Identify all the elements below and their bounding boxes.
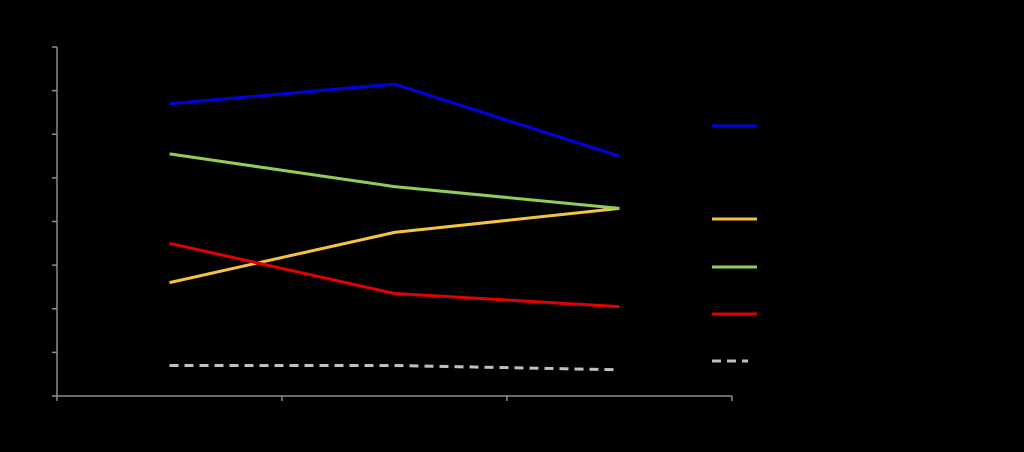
series-line-1 bbox=[169, 82, 620, 158]
legend bbox=[712, 124, 757, 363]
series-line-5 bbox=[169, 364, 620, 372]
series-line-4 bbox=[169, 241, 620, 309]
series-line-2 bbox=[169, 206, 620, 285]
axes bbox=[52, 46, 733, 401]
plot-area bbox=[169, 82, 620, 372]
series-line-3 bbox=[169, 152, 620, 210]
